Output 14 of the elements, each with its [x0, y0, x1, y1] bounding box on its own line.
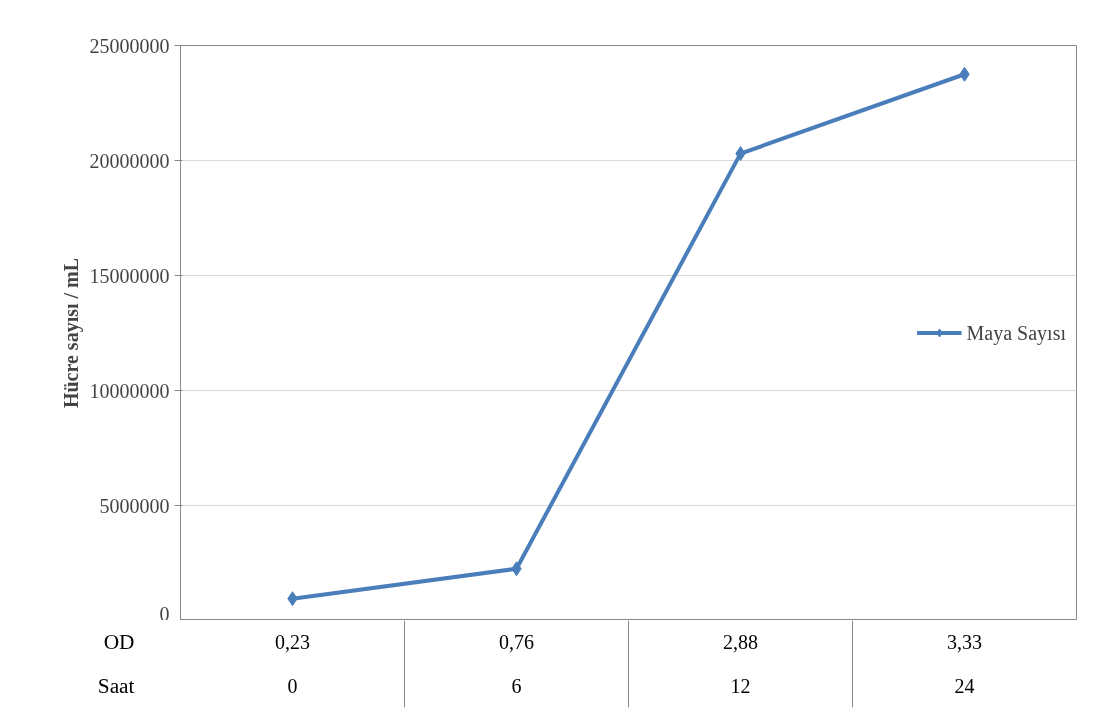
y-tick-label: 10000000	[89, 379, 170, 402]
x-tick-label: 2,88 12	[723, 631, 758, 697]
y-tick-label: 5000000	[99, 494, 170, 517]
y-tick-label: 0	[159, 602, 170, 625]
text: Saat	[97, 673, 135, 698]
x-tick-label: 0,23 0	[275, 631, 310, 697]
y-tick-label: 20000000	[89, 149, 170, 172]
legend-label: Maya Sayısı	[966, 321, 1066, 344]
text: OD	[103, 630, 135, 655]
x-tick-label: 3,33 24	[947, 631, 982, 697]
y-tick-label: 25000000	[89, 34, 170, 57]
y-tick-label: 15000000	[89, 264, 170, 287]
x-tick-label: 0,76 6	[499, 631, 534, 697]
y-axis-title: Hücre sayısı / mL	[59, 257, 83, 409]
